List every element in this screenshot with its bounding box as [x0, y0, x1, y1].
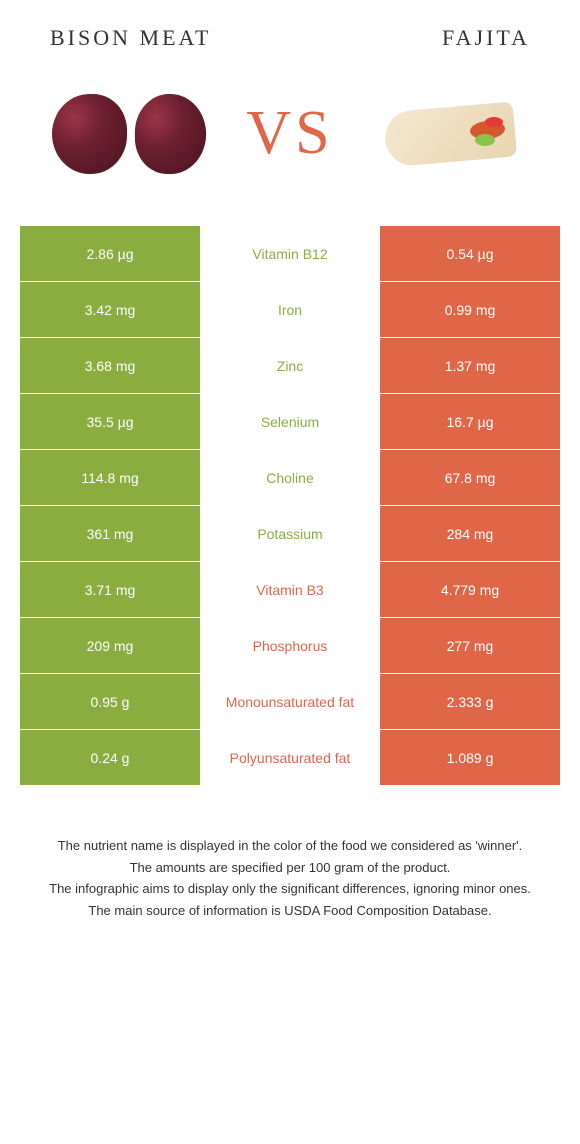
footer-line-4: The main source of information is USDA F…: [30, 901, 550, 921]
nutrient-row: 2.86 µgVitamin B120.54 µg: [20, 226, 560, 281]
left-value: 35.5 µg: [20, 394, 200, 449]
left-value: 114.8 mg: [20, 450, 200, 505]
nutrient-row: 3.68 mgZinc1.37 mg: [20, 338, 560, 393]
nutrient-name: Zinc: [200, 338, 380, 393]
left-value: 2.86 µg: [20, 226, 200, 281]
nutrient-name: Vitamin B12: [200, 226, 380, 281]
left-value: 361 mg: [20, 506, 200, 561]
nutrient-name: Iron: [200, 282, 380, 337]
header: BISON MEAT FAJITA: [0, 0, 580, 61]
right-value: 67.8 mg: [380, 450, 560, 505]
vs-label: VS: [246, 98, 333, 169]
nutrient-row: 361 mgPotassium284 mg: [20, 506, 560, 561]
fajita-image: [350, 74, 550, 194]
left-value: 3.71 mg: [20, 562, 200, 617]
images-row: VS: [0, 61, 580, 226]
nutrient-row: 0.95 gMonounsaturated fat2.333 g: [20, 674, 560, 729]
right-value: 284 mg: [380, 506, 560, 561]
nutrient-name: Vitamin B3: [200, 562, 380, 617]
nutrient-name: Choline: [200, 450, 380, 505]
nutrient-row: 0.24 gPolyunsaturated fat1.089 g: [20, 730, 560, 785]
right-value: 1.37 mg: [380, 338, 560, 393]
footer-line-2: The amounts are specified per 100 gram o…: [30, 858, 550, 878]
nutrient-name: Potassium: [200, 506, 380, 561]
nutrient-row: 35.5 µgSelenium16.7 µg: [20, 394, 560, 449]
right-value: 4.779 mg: [380, 562, 560, 617]
footer-notes: The nutrient name is displayed in the co…: [0, 786, 580, 942]
footer-line-3: The infographic aims to display only the…: [30, 879, 550, 899]
nutrient-table: 2.86 µgVitamin B120.54 µg3.42 mgIron0.99…: [0, 226, 580, 785]
nutrient-name: Polyunsaturated fat: [200, 730, 380, 785]
nutrient-row: 209 mgPhosphorus277 mg: [20, 618, 560, 673]
left-value: 209 mg: [20, 618, 200, 673]
title-left: BISON MEAT: [50, 25, 211, 51]
nutrient-name: Phosphorus: [200, 618, 380, 673]
right-value: 16.7 µg: [380, 394, 560, 449]
left-value: 3.42 mg: [20, 282, 200, 337]
right-value: 277 mg: [380, 618, 560, 673]
left-value: 0.24 g: [20, 730, 200, 785]
right-value: 0.99 mg: [380, 282, 560, 337]
bison-meat-image: [30, 74, 230, 194]
nutrient-name: Monounsaturated fat: [200, 674, 380, 729]
left-value: 0.95 g: [20, 674, 200, 729]
nutrient-name: Selenium: [200, 394, 380, 449]
nutrient-row: 114.8 mgCholine67.8 mg: [20, 450, 560, 505]
right-value: 2.333 g: [380, 674, 560, 729]
nutrient-row: 3.42 mgIron0.99 mg: [20, 282, 560, 337]
title-right: FAJITA: [442, 25, 530, 51]
right-value: 0.54 µg: [380, 226, 560, 281]
right-value: 1.089 g: [380, 730, 560, 785]
left-value: 3.68 mg: [20, 338, 200, 393]
footer-line-1: The nutrient name is displayed in the co…: [30, 836, 550, 856]
nutrient-row: 3.71 mgVitamin B34.779 mg: [20, 562, 560, 617]
